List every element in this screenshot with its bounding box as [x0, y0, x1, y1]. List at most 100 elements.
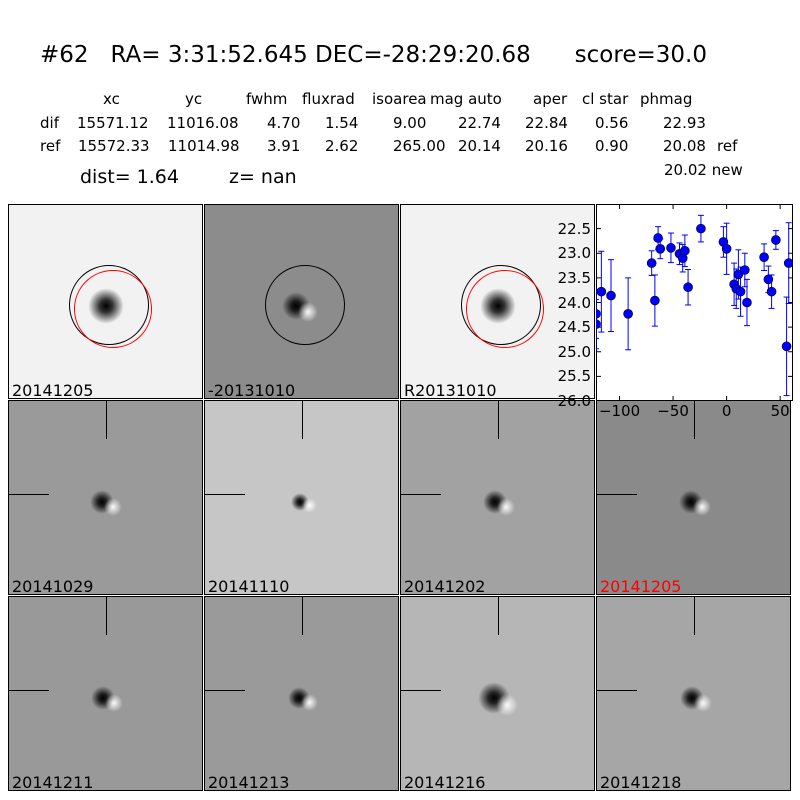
data-point — [655, 244, 666, 254]
data-point — [680, 245, 690, 256]
row-suffix: ref — [717, 137, 738, 155]
data-point — [740, 265, 750, 275]
data-point — [759, 252, 769, 262]
table-cell: 9.00 — [393, 114, 427, 132]
y-tick-label: 24.0 — [557, 293, 591, 312]
y-tick-label: 23.0 — [557, 244, 591, 263]
panel-date-label: 20141205 — [600, 577, 682, 595]
y-tick-label: 22.5 — [557, 219, 591, 238]
column-header: yc — [185, 90, 203, 108]
column-header: cl star — [582, 90, 629, 108]
table-cell: 22.74 — [458, 114, 501, 132]
aperture-circle-red — [466, 270, 544, 348]
crosshair-horizontal — [205, 494, 245, 495]
candidate-title: #62 RA= 3:31:52.645 DEC=-28:29:20.68 sco… — [40, 42, 707, 68]
cutout-panel: 20141110 — [204, 400, 399, 595]
data-point — [596, 319, 601, 329]
data-point — [653, 233, 663, 243]
data-point — [646, 258, 657, 268]
table-cell: 0.90 — [595, 137, 629, 155]
cutout-panel: 20141216 — [400, 596, 595, 791]
light-curve-chart — [596, 204, 793, 401]
column-header: fluxrad — [302, 90, 355, 108]
data-point — [696, 223, 706, 234]
row-label: ref — [40, 137, 61, 155]
table-cell: 11016.08 — [167, 114, 239, 132]
data-point — [596, 286, 607, 297]
residual-blob — [497, 498, 515, 516]
residual-blob — [104, 498, 122, 516]
crosshair-vertical — [302, 597, 303, 635]
panel-date-label: 20141029 — [12, 577, 94, 595]
residual-blob — [693, 498, 711, 516]
crosshair-vertical — [694, 401, 695, 439]
y-tick-label: 23.5 — [557, 268, 591, 287]
crosshair-horizontal — [9, 494, 49, 495]
cutout-panel: 20141029 — [8, 400, 203, 595]
data-point — [783, 258, 793, 268]
panel-date-label: 20141205 — [12, 381, 94, 399]
table-cell: 0.56 — [595, 114, 629, 132]
crosshair-horizontal — [401, 494, 441, 495]
residual-blob — [694, 694, 712, 712]
residual-blob — [105, 694, 123, 712]
column-header: isoarea — [372, 90, 427, 108]
z-value: z= nan — [229, 166, 297, 188]
x-tick-label: −100 — [598, 402, 641, 420]
data-point — [763, 274, 774, 285]
cutout-panel: 20141205 — [8, 204, 203, 399]
table-cell: 20.08 — [663, 137, 706, 155]
table-cell: 1.54 — [325, 114, 359, 132]
data-point — [623, 309, 633, 319]
cutout-panel: R20131010 — [400, 204, 595, 399]
table-cell: 22.93 — [663, 114, 706, 132]
table-cell: 15571.12 — [77, 114, 149, 132]
dist-value: dist= 1.64 — [80, 166, 179, 188]
column-header: xc — [103, 90, 120, 108]
data-point — [666, 243, 676, 253]
y-tick-label: 25.5 — [557, 367, 591, 386]
panel-date-label: 20141202 — [404, 577, 486, 595]
x-tick-label: −50 — [657, 402, 689, 420]
table-cell: 4.70 — [267, 114, 301, 132]
score-value: score=30.0 — [574, 42, 707, 68]
data-point — [771, 235, 781, 245]
cutout-panel: 20141211 — [8, 596, 203, 791]
table-cell: 11014.98 — [168, 137, 240, 155]
table-cell: 22.84 — [525, 114, 568, 132]
plot-area — [596, 204, 793, 401]
crosshair-horizontal — [205, 690, 245, 691]
candidate-id: #62 — [40, 42, 89, 68]
data-point — [596, 309, 601, 319]
table-cell: 2.62 — [325, 137, 359, 155]
data-point — [742, 297, 752, 308]
new-mag: 20.02 new — [664, 161, 743, 179]
crosshair-horizontal — [401, 690, 441, 691]
data-point — [781, 341, 792, 352]
crosshair-vertical — [498, 401, 499, 439]
crosshair-vertical — [106, 597, 107, 635]
aperture-circle-red — [74, 270, 152, 348]
crosshair-horizontal — [597, 494, 637, 495]
cutout-panel: 20141218 — [596, 596, 791, 791]
residual-blob — [496, 694, 518, 716]
ra-value: RA= 3:31:52.645 — [110, 42, 308, 68]
cutout-panel: 20141213 — [204, 596, 399, 791]
crosshair-horizontal — [9, 690, 49, 691]
row-label: dif — [40, 114, 59, 132]
cutout-panel: 20141205 — [596, 400, 791, 595]
data-point — [606, 290, 616, 301]
panel-date-label: 20141213 — [208, 773, 290, 791]
data-point — [766, 286, 777, 297]
table-cell: 20.16 — [525, 137, 568, 155]
crosshair-vertical — [302, 401, 303, 439]
dec-value: DEC=-28:29:20.68 — [315, 42, 531, 68]
table-cell: 20.14 — [458, 137, 501, 155]
y-tick-label: 26.0 — [557, 392, 591, 410]
data-point — [650, 295, 660, 306]
panel-date-label: 20141211 — [12, 773, 94, 791]
x-tick-label: 0 — [721, 402, 732, 420]
cutout-panel: 20141202 — [400, 400, 595, 595]
crosshair-vertical — [694, 597, 695, 635]
panel-date-label: R20131010 — [404, 381, 497, 399]
